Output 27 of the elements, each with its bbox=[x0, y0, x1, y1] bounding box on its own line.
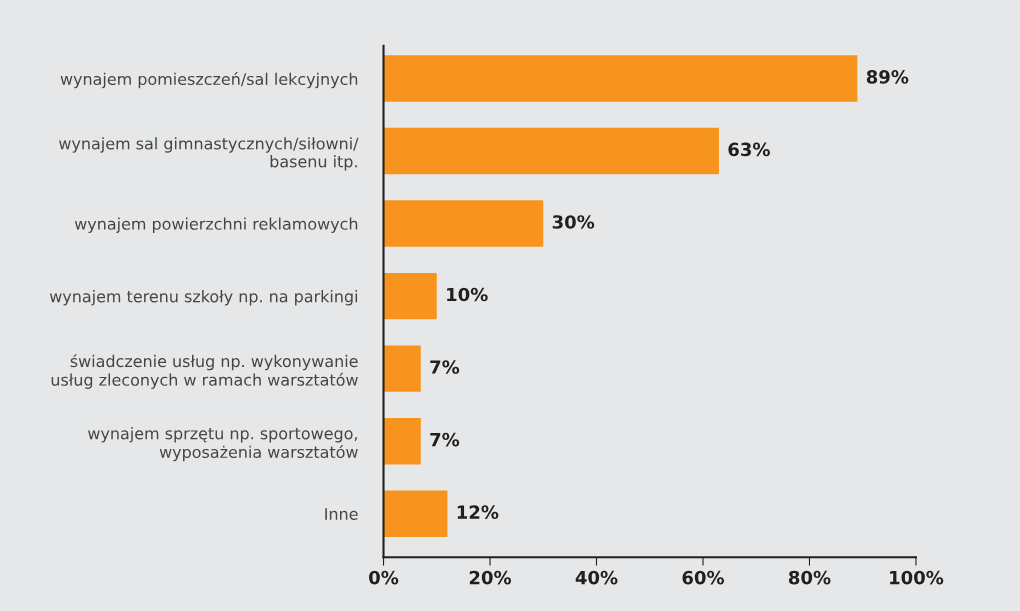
x-tick-label: 20% bbox=[469, 570, 512, 585]
data-label: 12% bbox=[457, 505, 499, 519]
y-tick-label: świadczenie usług np. wykonywanie usług zleconych w ramach warsztatów bbox=[51, 354, 358, 389]
y-tick-label: Inne bbox=[325, 508, 358, 520]
bar bbox=[383, 200, 544, 247]
data-label: 89% bbox=[866, 70, 909, 84]
data-label: 63% bbox=[728, 142, 770, 157]
x-tick-label: 0% bbox=[369, 570, 399, 585]
data-label: 7% bbox=[430, 360, 460, 374]
x-tick-label: 100% bbox=[890, 570, 944, 585]
bar bbox=[383, 345, 421, 392]
y-tick-label: wynajem terenu szkoły np. na parkingi bbox=[49, 290, 358, 306]
x-tick-label: 80% bbox=[788, 570, 831, 585]
bar bbox=[383, 272, 437, 320]
data-label: 10% bbox=[447, 287, 488, 302]
y-tick-label: wynajem powierzchni reklamowych bbox=[74, 217, 358, 233]
data-label: 30% bbox=[552, 215, 595, 229]
bar bbox=[383, 417, 421, 465]
y-tick-label: wynajem sal gimnastycznych/siłowni/ basenu itp. bbox=[59, 137, 359, 171]
x-tick-label: 40% bbox=[575, 570, 618, 585]
bar bbox=[383, 127, 719, 175]
bar bbox=[383, 490, 448, 537]
bar bbox=[383, 55, 858, 102]
y-tick-label: wynajem pomieszczeń/sal lekcyjnych bbox=[60, 72, 358, 89]
y-tick-label: wynajem sprzętu np. sportowego, wyposażenia warsztatów bbox=[88, 427, 358, 462]
x-tick-label: 60% bbox=[682, 570, 725, 585]
data-label: 7% bbox=[430, 432, 460, 447]
